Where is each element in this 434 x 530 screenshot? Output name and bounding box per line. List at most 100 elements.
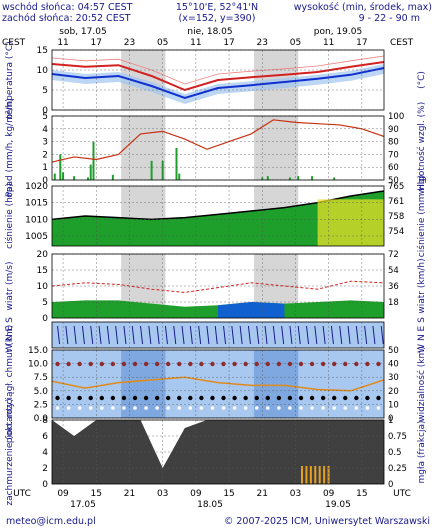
fog-bar [305,466,308,484]
bottom-hour-label: 15 [356,489,367,499]
cloud-top-dot [276,361,282,367]
precip-bar [333,177,336,180]
y-axis-label-right: wilgotność wzgl. (%) [416,102,427,194]
y-tick-label-right: 754 [388,227,404,237]
y-tick-label: 5 [42,298,48,308]
y-tick-label-right: 90 [388,125,399,135]
wind-arrow [272,325,276,345]
cloud-top-dot [110,361,116,367]
cloud-base-dot [110,395,116,401]
wind-arrow [106,325,110,345]
footer-email[interactable]: meteo@icm.edu.pl [6,516,96,527]
cloud-top-dot [343,361,348,367]
precip-bar [261,177,264,180]
cloud-top-dot [88,361,93,367]
wind-arrow [173,325,177,345]
y-tick-label-right: 0.25 [388,464,407,474]
bottom-hour-label: 21 [257,489,268,499]
fog-bar [301,466,303,484]
y-axis-label: ciśnienie (hPa) [4,183,15,249]
cloud-top-dot [143,361,149,367]
wind-arrow [189,325,193,345]
cloud-base-dot [243,395,248,401]
cloud-top-dot [243,361,248,367]
cloud-low-dot [221,406,226,410]
cloud-base-dot [221,395,226,401]
wind-arrow [355,325,359,345]
pressure-area [52,191,384,246]
top-day-label: pon, 19.05 [314,27,362,37]
wind-arrow [123,325,127,345]
y-tick-label: 5.0 [34,387,49,397]
cloud-low-dot [310,406,314,410]
bottom-day-label: 19.05 [325,500,351,510]
y-axis-label-right: mgła (frakcja) [417,421,427,484]
top-hour-label: 05 [290,38,301,48]
y-tick-label-right: 80 [388,138,399,148]
top-days: sob, 17.05 nie, 18.05 pon, 19.05 [59,27,362,37]
wind-arrow [115,325,119,345]
y-tick-label-right: 0 [388,480,393,490]
y-tick-label: 20 [37,250,49,260]
cloud-low-dot [299,406,303,410]
top-hour-label: 11 [57,38,68,48]
y-axis-label-right: (°C) [417,71,427,89]
y-tick-label-right: 50 [388,176,399,186]
panel-frame [51,349,385,419]
panel-precipitation_humidity: 0 1 2 3 4 5 50 60 70 80 90 100 opad (mm/h, kg/m²/h) w… [5,98,427,197]
panel-frame [51,115,385,181]
wind-arrow [140,325,144,345]
y-tick-label-right: 30 [388,373,399,383]
wind-arrow [223,325,227,345]
bottom-hours: 09 15 21 03 09 15 21 03 09 15 [57,489,367,499]
y-axis-label: wiatr (m/s) [5,262,15,311]
cloud-base-dot [320,395,326,401]
wind-arrow [198,325,202,345]
cloud-low-dot [144,406,148,410]
cloud-base-dot [199,395,204,401]
panel-frame [51,49,385,111]
cloud-top-dot [309,361,315,367]
night-band [121,116,166,180]
panel-frame [51,419,385,485]
y-axis-label-right: widzialność (km) [416,346,427,422]
panel-frame [51,185,385,247]
y-tick-label-right: 36 [388,282,399,292]
cloud-top-dot [376,361,381,367]
cloud-base-dot [365,395,370,401]
cloud-base-dot [166,395,171,401]
tz-right-bottom: UTC [393,489,411,499]
bottom-hour-label: 09 [190,489,202,499]
cloud-low-dot [66,406,71,410]
y-tick-label-right: 765 [388,182,404,192]
dew-line [51,67,385,100]
cloud-low-dot [266,406,270,410]
y-tick-label-right: 60 [388,163,399,173]
panel-frame [51,253,385,319]
cloud-low-dot [354,406,359,410]
cloud-top-dot [221,361,226,367]
y-tick-label-right: 1 [388,416,393,426]
precip-bar [86,177,89,180]
pressure-highlight [317,199,384,246]
fog-bar [309,466,312,484]
dew-band [52,64,384,104]
y-axis-label: temperatura (°C) [5,41,15,118]
wind-arrow [81,325,85,345]
wind-arrow [314,325,318,345]
top-hour-label: 17 [91,38,102,48]
bottom-hour-label: 03 [157,489,168,499]
panel-cloud_cover_fog: 0 2 4 6 8 0 0.25 0.5 0.75 1 zachmurzenie (oktanty)… [5,398,427,505]
precip-bar [111,174,114,180]
fog-bar [318,466,321,484]
cloud-low-dot [343,406,348,410]
bottom-hour-label: 15 [223,489,234,499]
fog-bar [314,466,317,484]
wind-arrow [372,325,376,345]
y-tick-label-right: 10 [388,400,399,410]
wind-arrow [306,325,310,345]
y-tick-label: 1015 [25,199,48,209]
bottom-hour-label: 09 [57,489,69,499]
cloud-low-dot [100,406,104,410]
y-tick-label-right: 40 [388,360,399,370]
